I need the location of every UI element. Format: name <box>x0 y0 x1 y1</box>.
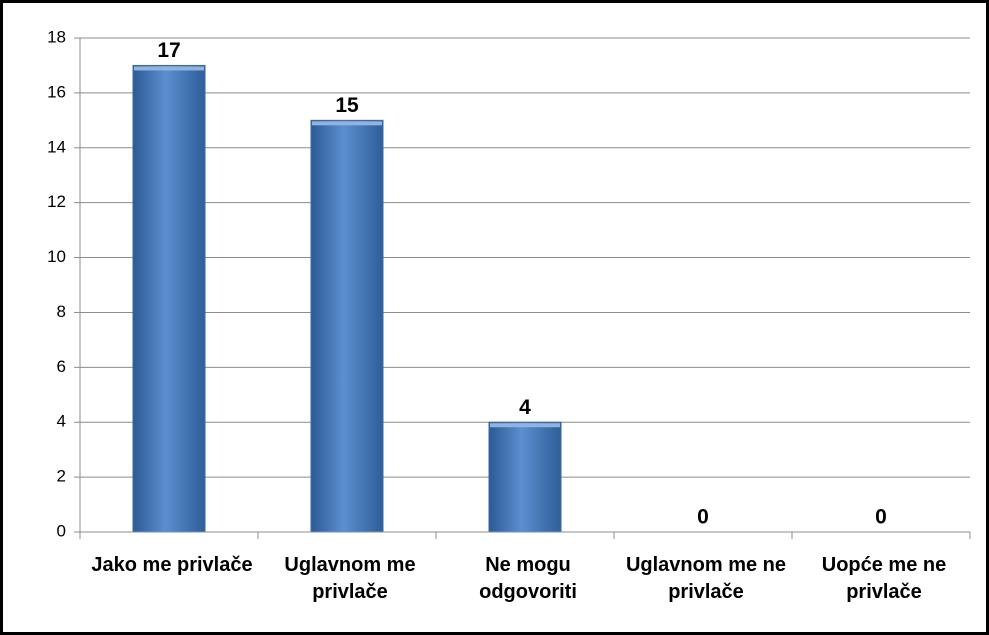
bar-bevel <box>312 121 382 126</box>
bar-group <box>132 64 206 533</box>
x-tick-label: Uglavnom me ne privlače <box>625 554 787 603</box>
x-tick-label: Jako me privlače <box>91 554 253 576</box>
y-tick-label: 0 <box>57 521 66 540</box>
y-tick-label: 16 <box>47 82 66 101</box>
value-label: 4 <box>519 396 531 419</box>
bar-group <box>488 421 562 533</box>
value-label: 0 <box>697 506 709 529</box>
x-tick-label: Uopće me ne privlače <box>821 554 947 603</box>
value-label: 0 <box>875 506 887 529</box>
y-tick-label: 14 <box>47 137 66 156</box>
y-tick-label: 18 <box>47 27 66 46</box>
bar <box>488 421 562 533</box>
bar <box>132 64 206 533</box>
bar-bevel <box>134 66 204 71</box>
y-tick-label: 4 <box>57 412 66 431</box>
x-tick-label: Ne mogu odgovoriti <box>479 554 577 603</box>
value-label: 17 <box>157 39 180 62</box>
y-tick-label: 2 <box>57 467 66 486</box>
bar-bevel <box>490 423 560 428</box>
bar-group <box>310 119 384 533</box>
chart-canvas: 0 2 4 6 8 10 12 14 16 18 17 15 4 0 0 <box>47 27 971 540</box>
y-tick-label: 8 <box>57 302 66 321</box>
y-tick-label: 6 <box>57 357 66 376</box>
y-tick-label: 12 <box>47 192 66 211</box>
bar <box>310 119 384 533</box>
x-tick-label: Uglavnom me privlače <box>284 554 416 603</box>
value-label: 15 <box>335 94 359 117</box>
y-tick-label: 10 <box>47 247 66 266</box>
